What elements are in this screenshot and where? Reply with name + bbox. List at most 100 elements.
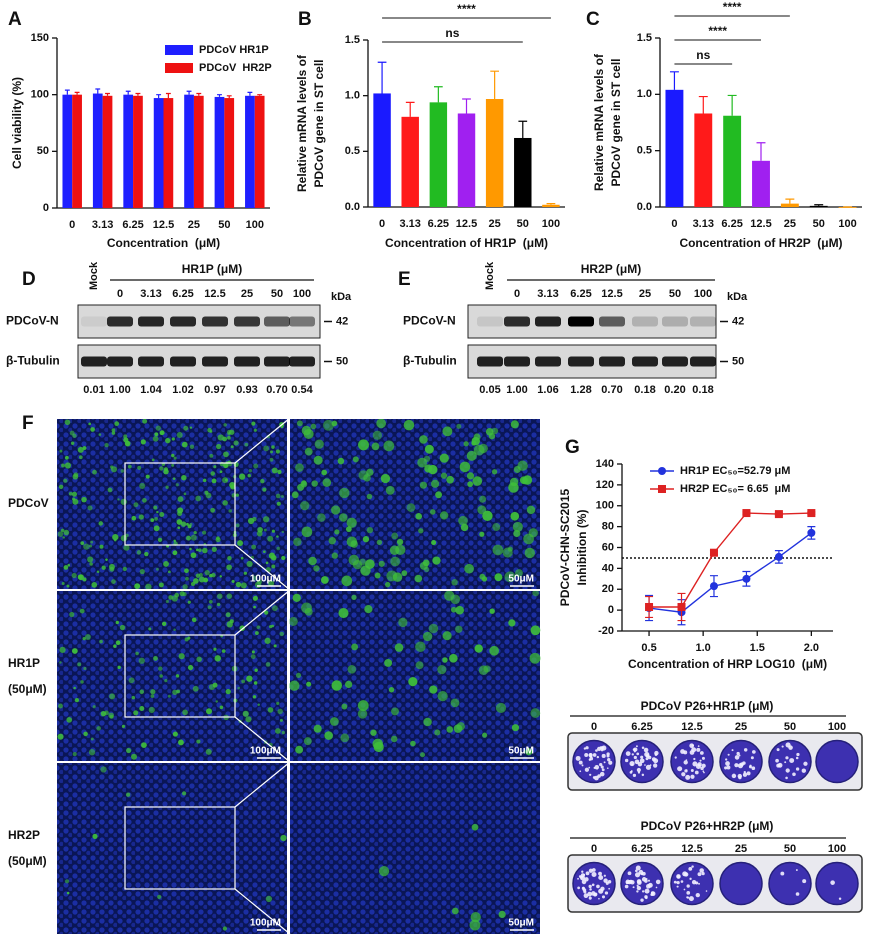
infected-cell bbox=[171, 437, 175, 441]
infected-cell bbox=[126, 747, 132, 754]
infected-cell bbox=[275, 449, 280, 454]
infected-cell bbox=[72, 473, 79, 480]
infected-cell bbox=[371, 442, 380, 451]
marker bbox=[807, 509, 816, 518]
plaque bbox=[641, 773, 645, 777]
infected-cell bbox=[442, 631, 452, 641]
infected-cell bbox=[150, 518, 155, 523]
y-tick-label: 0 bbox=[608, 604, 614, 616]
infected-cell bbox=[473, 433, 481, 441]
legend-marker bbox=[658, 467, 666, 475]
plaque bbox=[605, 881, 609, 885]
bar bbox=[401, 116, 419, 207]
infected-cell bbox=[532, 589, 539, 597]
plaque bbox=[588, 868, 593, 873]
plaque bbox=[686, 896, 689, 899]
infected-cell bbox=[366, 493, 373, 500]
marker bbox=[709, 582, 718, 591]
infected-cell bbox=[176, 519, 183, 525]
infected-cell bbox=[64, 879, 70, 884]
concentration-label: 0 bbox=[591, 721, 597, 733]
infected-cell bbox=[81, 496, 87, 503]
infected-cell bbox=[303, 428, 314, 439]
infected-cell bbox=[74, 697, 80, 703]
plaque bbox=[636, 752, 640, 756]
infected-cell bbox=[165, 485, 169, 489]
plaque bbox=[603, 878, 608, 883]
infected-cell bbox=[139, 569, 145, 575]
infected-cell bbox=[89, 544, 93, 548]
infected-cell bbox=[253, 605, 256, 609]
plaque bbox=[743, 748, 748, 752]
x-tick-label: 6.25 bbox=[122, 219, 143, 231]
infected-cell bbox=[251, 421, 256, 426]
legend-marker bbox=[658, 485, 666, 493]
plaque bbox=[641, 746, 645, 750]
plaque bbox=[601, 746, 604, 750]
infected-cell bbox=[205, 748, 212, 755]
infected-cell bbox=[502, 547, 513, 558]
infected-cell bbox=[120, 498, 127, 505]
kda-label: kDa bbox=[331, 291, 352, 303]
infected-cell bbox=[131, 515, 137, 521]
quantification: 0.18 bbox=[634, 384, 655, 396]
infected-cell bbox=[301, 480, 307, 486]
infected-cell bbox=[419, 481, 428, 489]
infected-cell bbox=[78, 455, 83, 460]
infected-cell bbox=[262, 550, 266, 554]
x-axis-label: Concentration of HRP LOG10 (μM) bbox=[628, 657, 827, 671]
infected-cell bbox=[308, 556, 317, 566]
plaque bbox=[736, 751, 740, 756]
quantification: 0.18 bbox=[692, 384, 713, 396]
infected-cell bbox=[73, 686, 76, 690]
row-label: (50μM) bbox=[8, 682, 47, 696]
plaque bbox=[644, 751, 650, 758]
plaque bbox=[644, 895, 648, 899]
infected-cell bbox=[280, 494, 284, 499]
infected-cell bbox=[58, 484, 64, 490]
lane-label: 25 bbox=[639, 288, 651, 300]
infected-cell bbox=[458, 515, 468, 526]
plaque bbox=[582, 888, 587, 892]
plaque bbox=[593, 766, 596, 769]
infected-cell bbox=[189, 547, 192, 551]
infected-cell bbox=[60, 528, 65, 533]
plaque bbox=[597, 774, 601, 778]
well bbox=[572, 861, 616, 906]
marker bbox=[742, 574, 751, 583]
bar bbox=[153, 98, 164, 208]
error-bar bbox=[74, 91, 80, 95]
marker bbox=[709, 548, 718, 557]
error-bar bbox=[727, 94, 737, 116]
error-bar bbox=[226, 95, 232, 99]
infected-cell bbox=[189, 426, 193, 429]
infected-cell bbox=[279, 631, 284, 637]
infected-cell bbox=[182, 584, 188, 590]
infected-cell bbox=[434, 729, 441, 736]
lane-label: 50 bbox=[271, 288, 283, 300]
infected-cell bbox=[191, 617, 197, 623]
plaque bbox=[599, 762, 603, 767]
lane-label: 12.5 bbox=[601, 288, 622, 300]
band bbox=[138, 356, 164, 367]
error-bar bbox=[257, 94, 263, 96]
infected-cell bbox=[471, 823, 479, 831]
scale-bar-label: 100μM bbox=[250, 746, 281, 757]
infected-cell bbox=[466, 450, 477, 461]
plaque bbox=[583, 747, 587, 750]
infected-cell bbox=[351, 643, 359, 651]
infected-cell bbox=[432, 556, 441, 565]
infected-cell bbox=[451, 579, 458, 586]
infected-cell bbox=[479, 573, 486, 580]
bar bbox=[62, 94, 73, 208]
infected-cell bbox=[265, 662, 271, 667]
concentration-label: 100 bbox=[828, 721, 846, 733]
infected-cell bbox=[322, 478, 332, 487]
infected-cell bbox=[186, 522, 189, 526]
plaque bbox=[633, 755, 637, 760]
infected-cell bbox=[431, 540, 437, 546]
infected-cell bbox=[67, 563, 71, 567]
infected-cell bbox=[235, 523, 240, 528]
infected-cell bbox=[135, 651, 139, 656]
plaque bbox=[641, 877, 647, 882]
